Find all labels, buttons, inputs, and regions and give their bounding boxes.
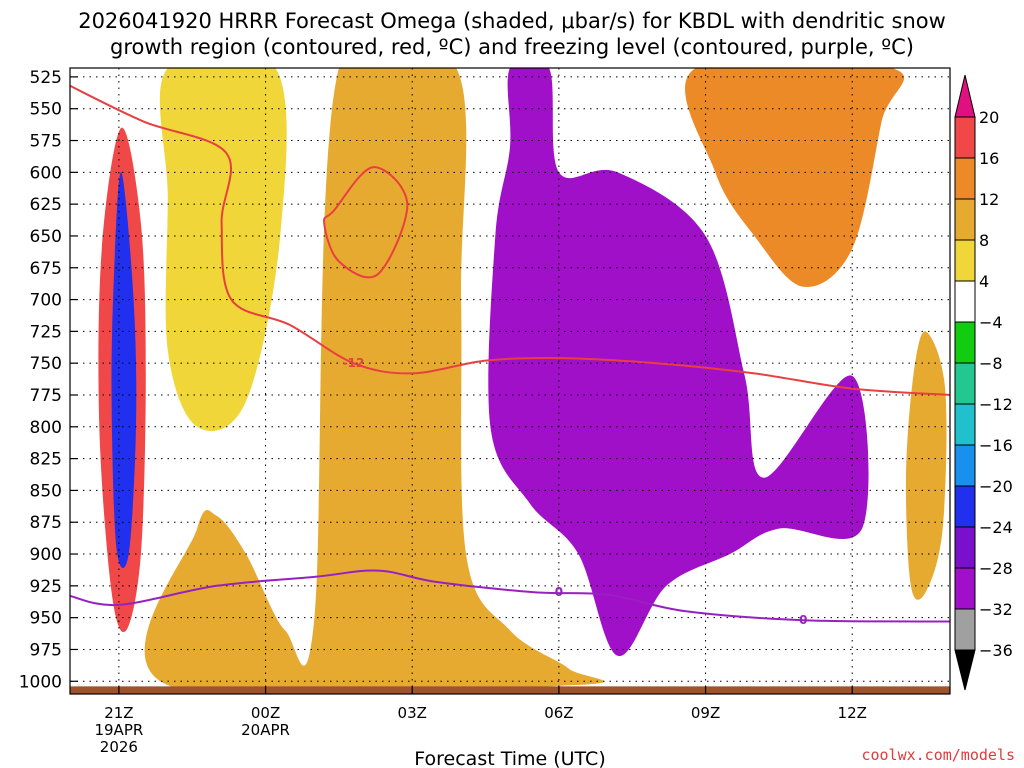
colorbar-segment (954, 157, 976, 200)
x-tick-label: 00Z (251, 704, 280, 722)
colorbar-top-arrow (954, 74, 976, 118)
y-tick-label: 525 (30, 68, 62, 88)
y-tick-label: 700 (30, 291, 62, 311)
colorbar-tick-label: 4 (979, 272, 989, 291)
colorbar-tick-label: 20 (979, 108, 999, 127)
omega-region-positive-omega-col-a (159, 68, 287, 432)
y-tick-label: 650 (30, 227, 62, 247)
x-tick-label: 06Z (544, 704, 573, 722)
y-tick-label: 750 (30, 354, 62, 374)
y-tick-label: 725 (30, 322, 62, 342)
colorbar-segment (954, 444, 976, 487)
y-tick-label: 775 (30, 386, 62, 406)
y-tick-label: 600 (30, 163, 62, 183)
colorbar-segment (954, 239, 976, 282)
x-tick-label: 12Z (838, 704, 867, 722)
site-credit: coolwx.com/models (861, 746, 1015, 764)
colorbar-segment (954, 485, 976, 528)
colorbar-tick-label: −20 (979, 477, 1013, 496)
y-tick-label: 975 (30, 640, 62, 660)
plot-layers: -12 0 0 (70, 68, 950, 694)
x-axis-label: Forecast Time (UTC) (414, 748, 605, 768)
y-tick-label: 575 (30, 132, 62, 152)
y-tick-label: 675 (30, 259, 62, 279)
colorbar-tick-label: 12 (979, 190, 999, 209)
x-tick-label: 03Z (398, 704, 427, 722)
freezing-level-label: 0 (555, 585, 563, 599)
x-tick-label: 21Z (104, 704, 133, 722)
colorbar-tick-label: −12 (979, 395, 1013, 414)
x-tick-label: 09Z (691, 704, 720, 722)
y-tick-label: 850 (30, 481, 62, 501)
axes: 525 550 575 600 625 650 675 700 725 750 775 800 825 8… (19, 68, 867, 756)
y-tick-label: 875 (30, 513, 62, 533)
dendritic-contour (70, 84, 950, 396)
colorbar-segment (954, 280, 976, 323)
omega-region-positive-omega-late (685, 68, 904, 287)
colorbar-segment (954, 362, 976, 405)
colorbar-segment (954, 321, 976, 364)
colorbar-tick-label: −4 (979, 313, 1003, 332)
chart-title-line-2: growth region (contoured, red, ºC) and f… (110, 35, 914, 59)
colorbar-tick-label: 8 (979, 231, 989, 250)
colorbar-segment (954, 567, 976, 610)
colorbar-segment (954, 116, 976, 159)
dendritic-contour-label: -12 (343, 356, 365, 370)
chart-title-line-1: 2026041920 HRRR Forecast Omega (shaded, … (78, 9, 946, 33)
colorbar-tick-label: −32 (979, 600, 1013, 619)
y-tick-label: 550 (30, 100, 62, 120)
colorbar-tick-label: −8 (979, 354, 1003, 373)
x-tick-year: 2026 (100, 738, 138, 756)
colorbar-segment (954, 608, 976, 651)
x-tick-date: 19APR (94, 721, 143, 739)
y-tick-label: 950 (30, 609, 62, 629)
y-tick-label: 800 (30, 418, 62, 438)
x-tick-date: 20APR (241, 721, 290, 739)
dendritic-contour (323, 166, 409, 279)
y-tick-label: 1000 (19, 672, 62, 692)
colorbar-tick-label: −24 (979, 518, 1013, 537)
freezing-level-contour (70, 569, 950, 623)
colorbar-tick-label: −36 (979, 641, 1013, 660)
terrain-strip (70, 686, 950, 694)
colorbar-bottom-arrow (954, 649, 976, 691)
y-tick-label: 625 (30, 195, 62, 215)
y-tick-label: 925 (30, 577, 62, 597)
colorbar-tick-label: −28 (979, 559, 1013, 578)
y-tick-label: 825 (30, 450, 62, 470)
plot-area: -12 0 0 (69, 67, 951, 695)
omega-region-negative-omega-col-c (488, 68, 869, 656)
colorbar-segment (954, 403, 976, 446)
omega-region-positive-omega-far (905, 331, 947, 600)
freezing-level-label: 0 (799, 613, 807, 627)
colorbar: 20 16 12 8 4 −4 −8 −12 −16 −20 −24 −28 −32 −36 (954, 74, 1013, 691)
colorbar-segment (954, 526, 976, 569)
y-tick-label: 900 (30, 545, 62, 565)
colorbar-tick-label: −16 (979, 436, 1013, 455)
plot-border (69, 67, 951, 695)
omega-region-negative-omega-core-a (111, 172, 137, 569)
colorbar-tick-label: 16 (979, 149, 999, 168)
omega-region-positive-omega-col-b (144, 68, 605, 694)
colorbar-segment (954, 198, 976, 241)
